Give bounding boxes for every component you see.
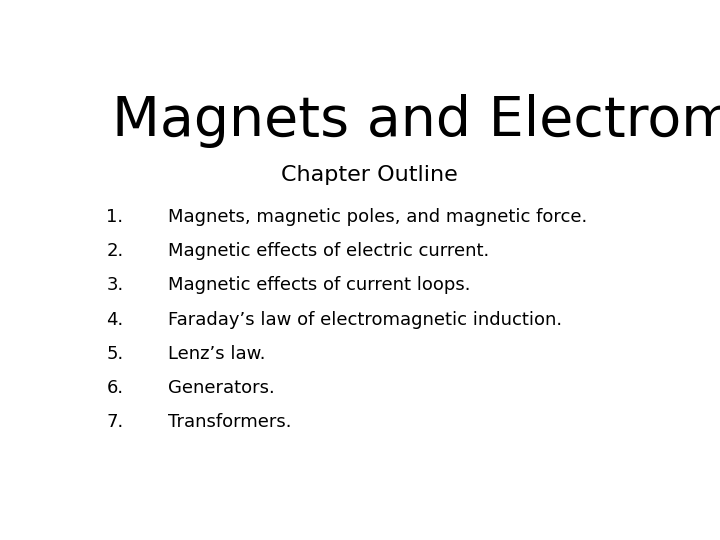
Text: 6.: 6. — [107, 379, 124, 397]
Text: 1.: 1. — [107, 208, 124, 226]
Text: 2.: 2. — [107, 242, 124, 260]
Text: Generators.: Generators. — [168, 379, 275, 397]
Text: Magnetic effects of current loops.: Magnetic effects of current loops. — [168, 276, 471, 294]
Text: 5.: 5. — [107, 345, 124, 363]
Text: Transformers.: Transformers. — [168, 413, 292, 431]
Text: Faraday’s law of electromagnetic induction.: Faraday’s law of electromagnetic inducti… — [168, 310, 562, 328]
Text: Magnets, magnetic poles, and magnetic force.: Magnets, magnetic poles, and magnetic fo… — [168, 208, 588, 226]
Text: Chapter Outline: Chapter Outline — [281, 165, 457, 185]
Text: 4.: 4. — [107, 310, 124, 328]
Text: 3.: 3. — [107, 276, 124, 294]
Text: Magnetic effects of electric current.: Magnetic effects of electric current. — [168, 242, 490, 260]
Text: 7.: 7. — [107, 413, 124, 431]
Text: Lenz’s law.: Lenz’s law. — [168, 345, 266, 363]
Text: Magnets and Electromagnetism: Magnets and Electromagnetism — [112, 94, 720, 148]
